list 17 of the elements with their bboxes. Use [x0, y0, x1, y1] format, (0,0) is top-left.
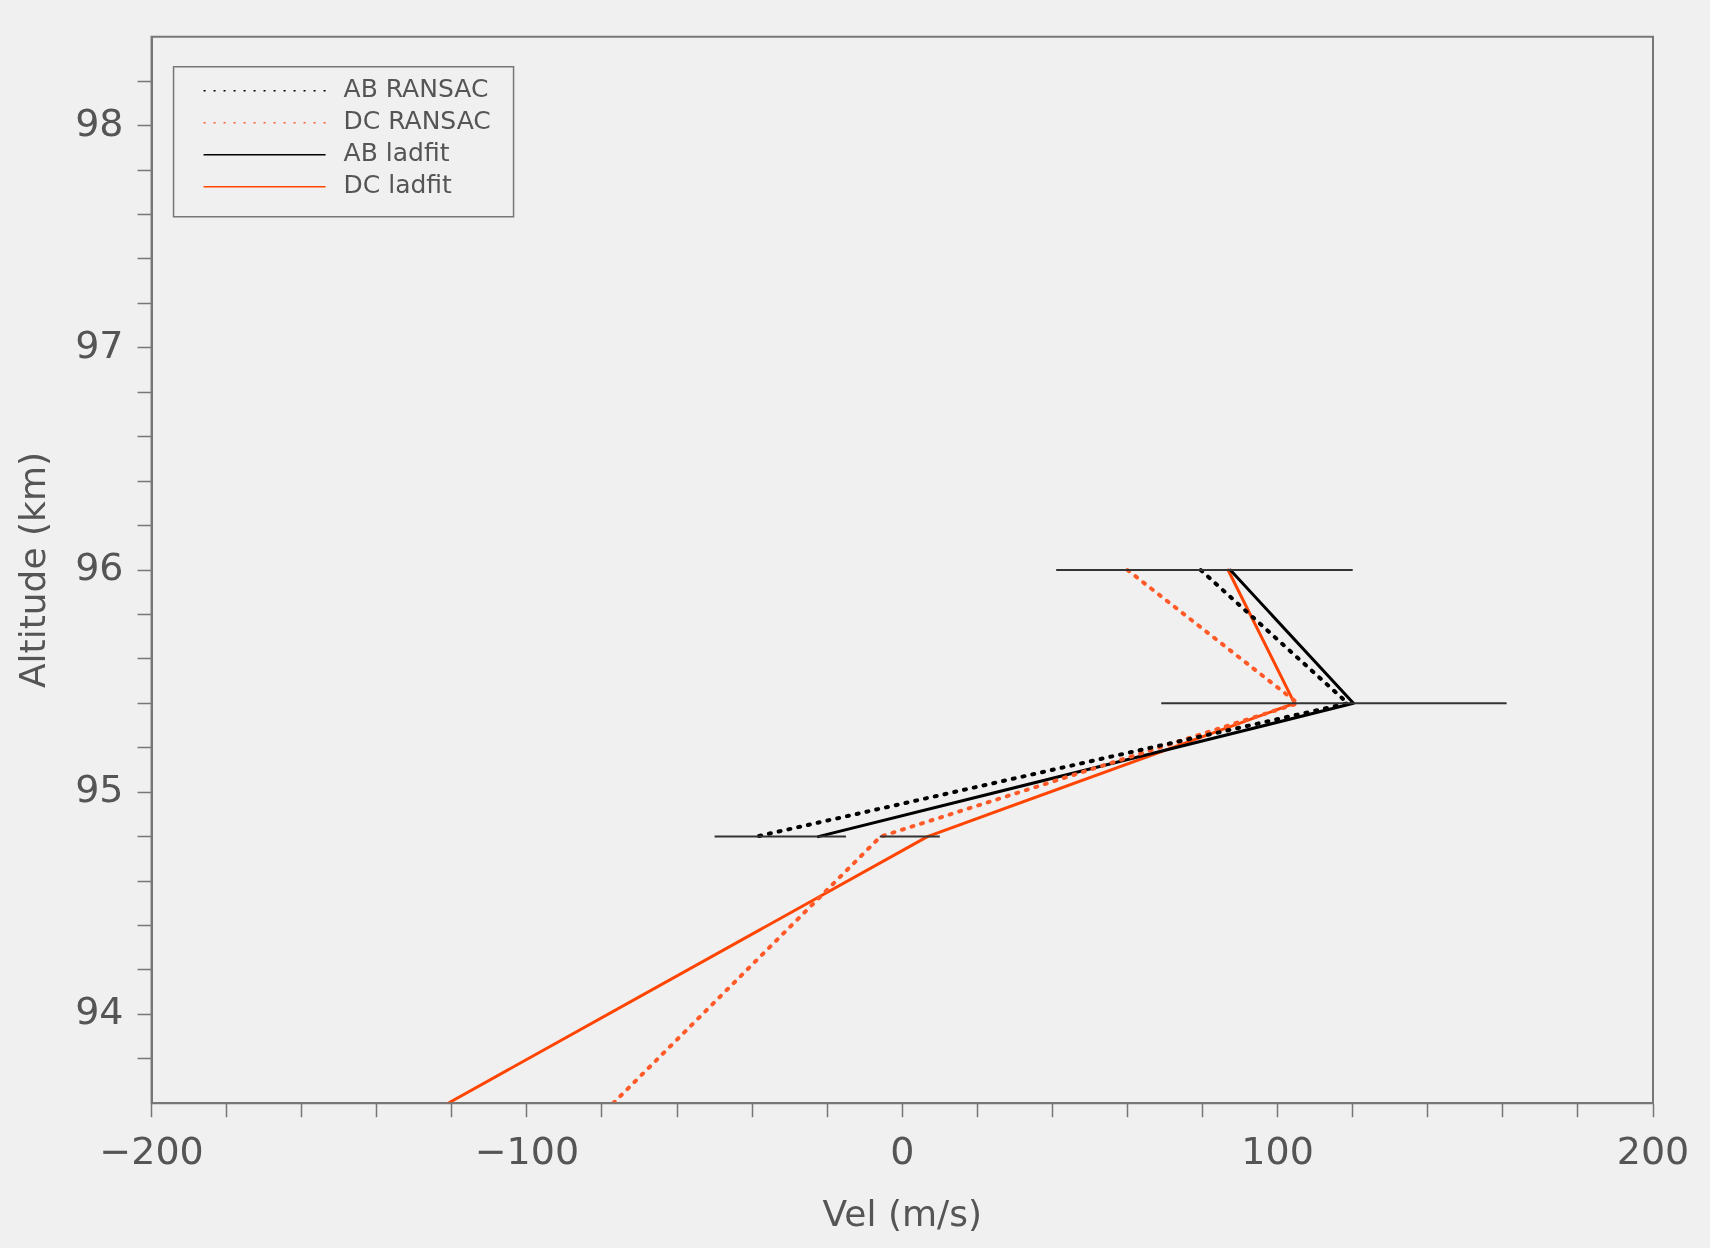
legend-label: AB RANSAC: [343, 74, 489, 104]
x-tick-label: 100: [1241, 1128, 1314, 1173]
x-tick-label: 0: [890, 1128, 915, 1173]
legend-label: DC ladfit: [343, 170, 453, 200]
y-tick-label: 97: [75, 322, 124, 367]
y-tick-label: 94: [75, 989, 124, 1034]
x-axis-title: Vel (m/s): [822, 1192, 983, 1234]
x-tick-label: −200: [99, 1128, 204, 1173]
x-tick-label: 200: [1616, 1128, 1690, 1173]
legend-label: AB ladfit: [343, 138, 450, 168]
y-tick-label: 95: [75, 767, 124, 812]
y-tick-label: 96: [75, 544, 124, 589]
line-series: [611, 568, 1300, 1104]
y-tick-label: 98: [75, 100, 124, 145]
x-tick-label: −100: [474, 1128, 580, 1173]
y-axis-title: Altitude (km): [11, 451, 53, 689]
legend-label: DC RANSAC: [343, 106, 491, 136]
